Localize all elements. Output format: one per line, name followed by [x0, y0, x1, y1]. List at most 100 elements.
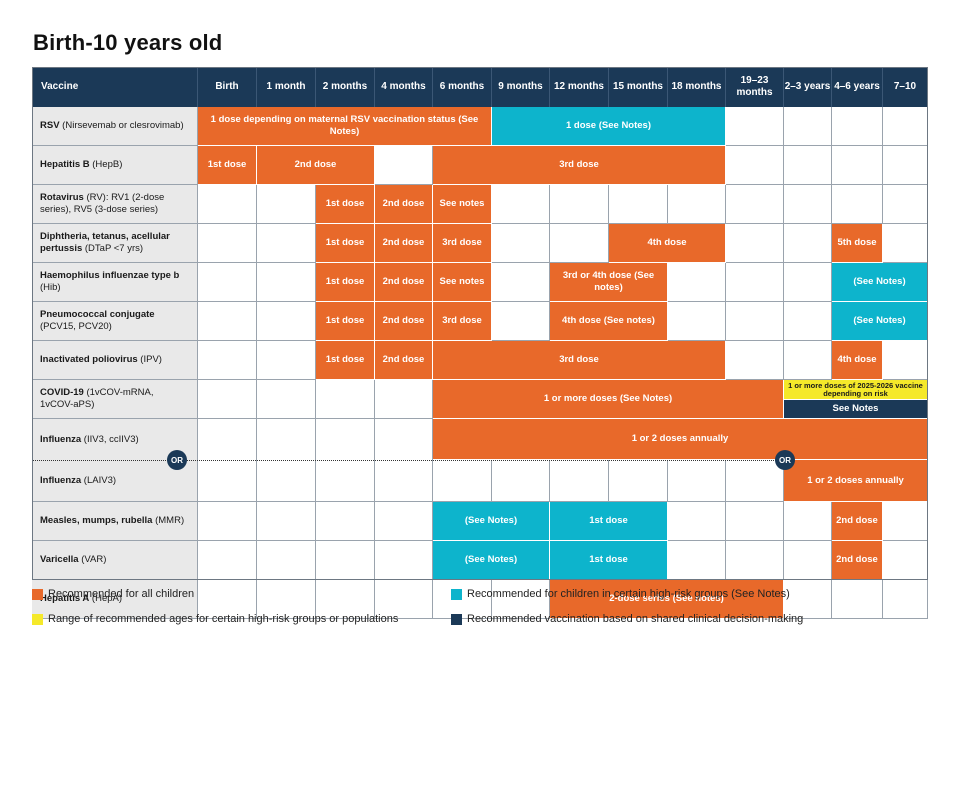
column-header: 18 months [668, 67, 726, 107]
schedule-segment: 4th dose (See notes) [550, 302, 668, 341]
row-label: Diphtheria, tetanus, acellular pertussis… [32, 224, 198, 263]
schedule-segment: 2-dose series (See notes) [550, 580, 784, 619]
schedule-segment: 1st dose [316, 185, 375, 224]
legend-label: Recommended for all children [48, 588, 195, 600]
table-cell [668, 502, 726, 541]
table-cell [726, 185, 784, 224]
immunization-schedule-table: Vaccine Birth 1 month 2 months 4 months 6 mon… [32, 67, 928, 619]
vaccine-name: Hepatitis B [40, 159, 90, 170]
table-cell [832, 185, 883, 224]
schedule-segment: 5th dose [832, 224, 883, 263]
schedule-segment: 2nd dose [375, 302, 433, 341]
table-cell [726, 224, 784, 263]
table-cell [316, 380, 375, 419]
table-cell [257, 460, 316, 502]
vaccine-name: Hepatitis A [40, 593, 90, 604]
table-cell [883, 107, 928, 146]
table-cell [726, 460, 784, 502]
table-cell [375, 502, 433, 541]
table-cell [492, 263, 550, 302]
vaccine-name: Pneumococcal conjugate [40, 309, 155, 320]
table-cell [832, 580, 883, 619]
column-header: 19–23 months [726, 67, 784, 107]
table-cell [784, 146, 832, 185]
schedule-segment: 1 dose depending on maternal RSV vaccina… [198, 107, 492, 146]
table-cell [375, 580, 433, 619]
vaccine-detail: (VAR) [78, 554, 107, 565]
table-cell [883, 146, 928, 185]
vaccine-detail: (IIV3, ccIIV3) [81, 433, 139, 445]
table-cell [375, 460, 433, 502]
table-cell [609, 460, 668, 502]
schedule-segment: 1st dose [316, 263, 375, 302]
schedule-segment: 1 or more doses of 2025-2026 vaccine dep… [784, 380, 928, 400]
legend-item: Range of recommended ages for certain hi… [32, 613, 398, 625]
row-label: Measles, mumps, rubella (MMR) [32, 502, 198, 541]
table-cell [433, 460, 492, 502]
legend-item: Recommended for all children [32, 588, 194, 600]
table-cell [883, 185, 928, 224]
table-cell [375, 541, 433, 580]
table-cell [198, 502, 257, 541]
schedule-segment: 1st dose [198, 146, 257, 185]
table-cell [550, 185, 609, 224]
column-header: 7–10 [883, 67, 928, 107]
vaccine-detail: (HepB) [89, 159, 123, 170]
column-header: 9 months [492, 67, 550, 107]
schedule-segment: (See Notes) [832, 302, 928, 341]
column-header: 12 months [550, 67, 609, 107]
vaccine-name: Varicella [40, 554, 79, 565]
table-cell [726, 541, 784, 580]
schedule-segment: 2nd dose [832, 502, 883, 541]
schedule-segment: 1st dose [316, 224, 375, 263]
table-cell [375, 419, 433, 460]
vaccine-detail: (Nirsevemab or clesrovimab) [59, 120, 184, 131]
vaccine-detail: (DTaP <7 yrs) [82, 243, 144, 254]
schedule-segment: 3rd dose [433, 224, 492, 263]
table-cell [784, 502, 832, 541]
legend-swatch [32, 588, 43, 600]
table-cell [883, 224, 928, 263]
row-label: RSV (Nirsevemab or clesrovimab) [32, 107, 198, 146]
table-cell [257, 185, 316, 224]
legend-swatch [451, 588, 462, 600]
table-cell [784, 224, 832, 263]
table-cell [316, 580, 375, 619]
table-cell [784, 341, 832, 380]
schedule-segment: 3rd dose [433, 146, 726, 185]
vaccine-name: Influenza [40, 474, 82, 486]
table-cell [784, 302, 832, 341]
row-label: Varicella (VAR) [32, 541, 198, 580]
table-cell [883, 341, 928, 380]
schedule-segment: 2nd dose [375, 185, 433, 224]
schedule-segment: 2nd dose [257, 146, 375, 185]
table-cell [883, 502, 928, 541]
table-cell [784, 580, 832, 619]
table-cell [198, 224, 257, 263]
vaccine-name: Influenza [40, 433, 82, 445]
legend-item: Recommended for children in certain high… [451, 588, 790, 600]
table-cell [832, 146, 883, 185]
schedule-segment: 2nd dose [832, 541, 883, 580]
table-cell [492, 224, 550, 263]
table-cell [257, 341, 316, 380]
table-cell [198, 263, 257, 302]
table-cell [198, 541, 257, 580]
vaccine-detail: (PCV15, PCV20) [40, 321, 112, 332]
vaccine-name: Diphtheria, tetanus, acellular pertussis [40, 231, 170, 254]
table-cell [316, 419, 375, 460]
schedule-segment: (See Notes) [433, 502, 550, 541]
table-cell [550, 224, 609, 263]
table-cell [257, 302, 316, 341]
row-label: Hepatitis A (HepA) [32, 580, 198, 619]
table-cell [316, 460, 375, 502]
schedule-segment: 1st dose [316, 302, 375, 341]
table-cell [668, 460, 726, 502]
table-cell [726, 502, 784, 541]
table-cell [316, 541, 375, 580]
column-header: 2–3 years [784, 67, 832, 107]
schedule-segment: (See Notes) [832, 263, 928, 302]
table-cell [492, 302, 550, 341]
table-cell [198, 419, 257, 460]
table-cell [550, 460, 609, 502]
